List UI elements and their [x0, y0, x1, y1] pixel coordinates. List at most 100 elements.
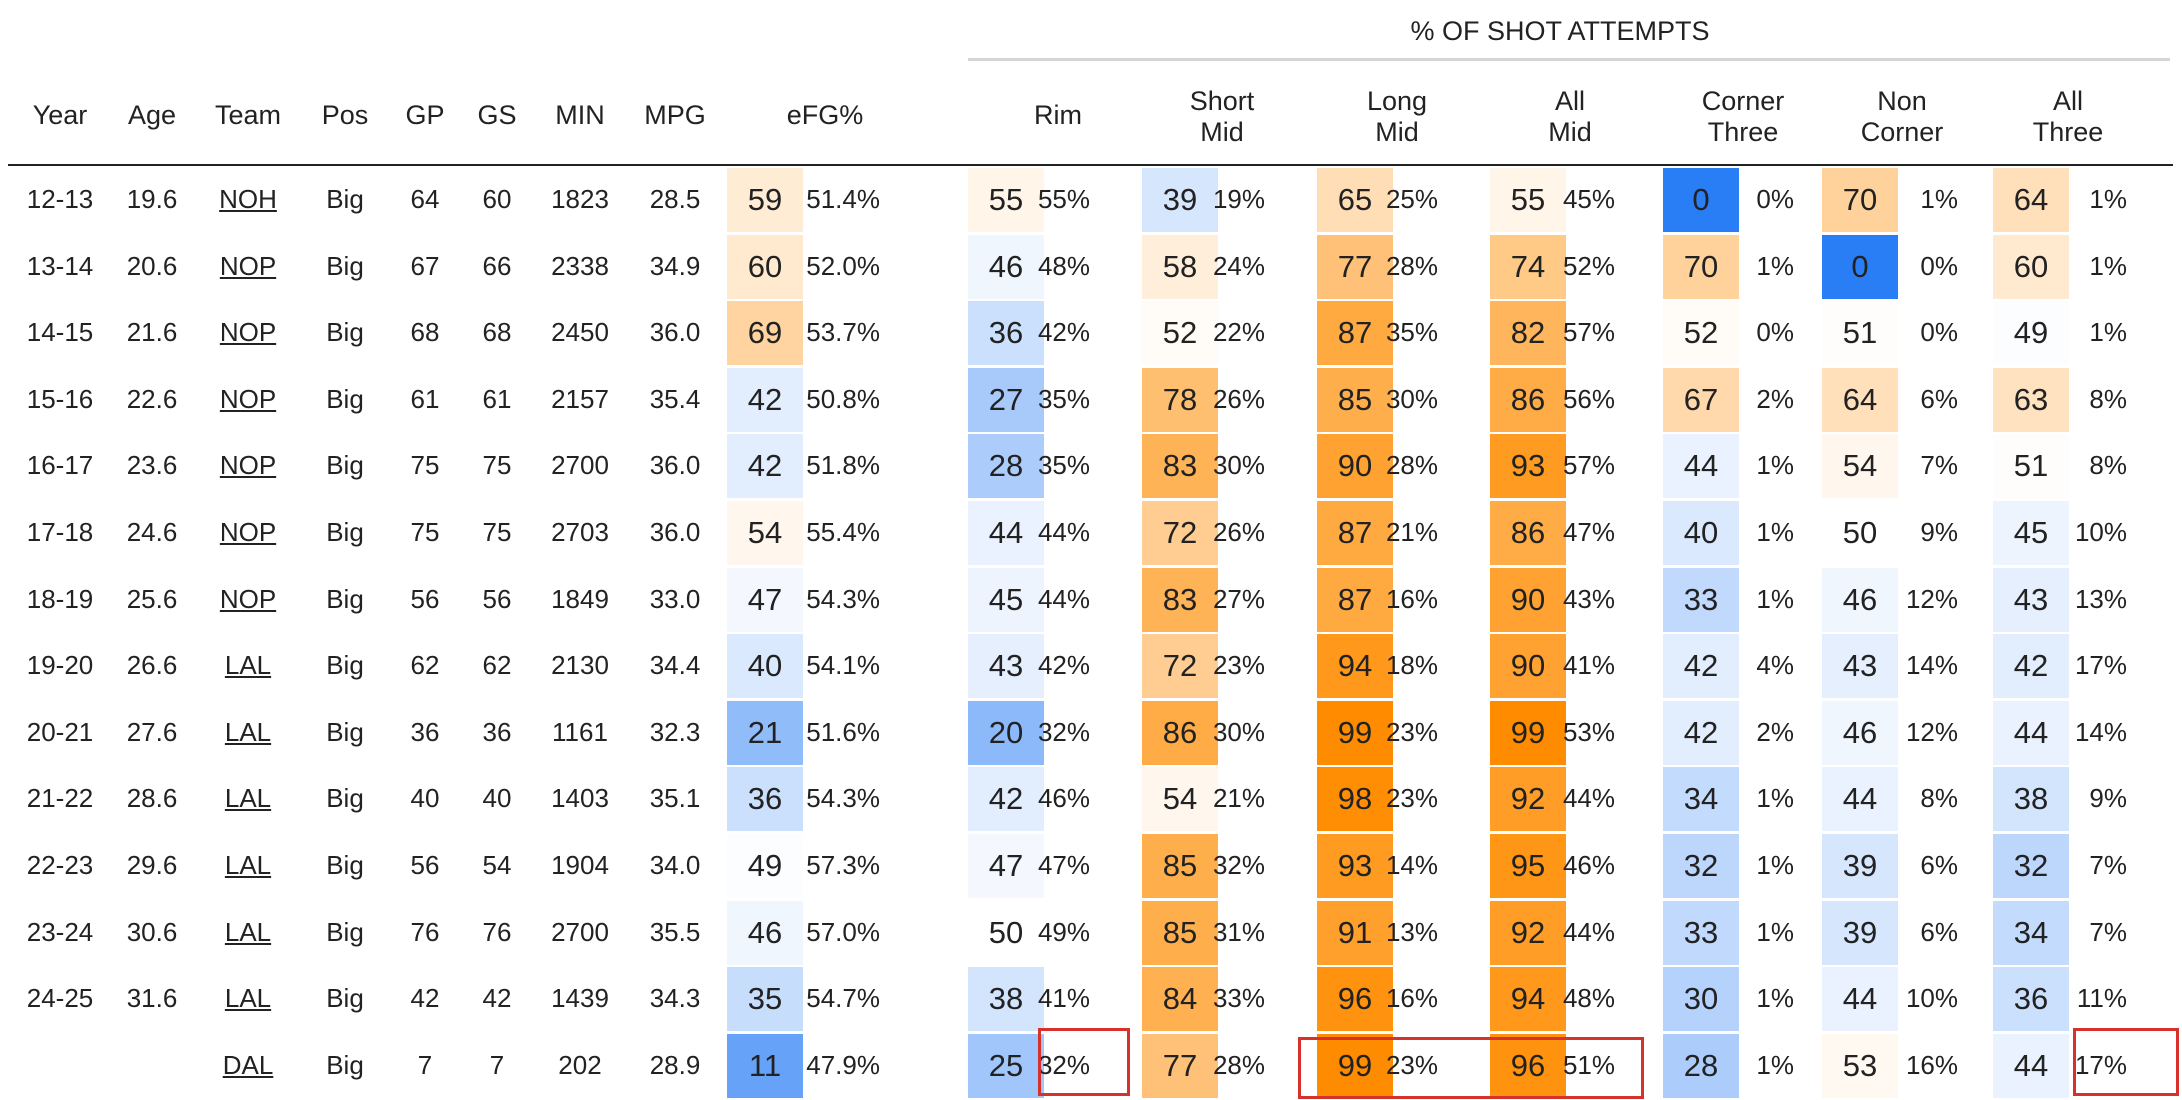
long-mid-pct-value: 18% [1385, 650, 1438, 681]
non-corner-pct-value: 6% [1920, 916, 1958, 947]
all-mid-pct-value: 41% [1562, 650, 1615, 681]
team-link[interactable]: LAL [224, 983, 272, 1014]
year-cell: 18-19 [26, 583, 94, 614]
team-link[interactable]: DAL [222, 1049, 274, 1080]
all-mid-pct-value: 47% [1562, 517, 1615, 547]
team-link[interactable]: LAL [224, 650, 272, 681]
short-mid-percentile-cell: 86 [1142, 700, 1218, 765]
all-three-percentile-cell: 60 [1993, 234, 2069, 299]
non-corner-percentile-cell: 46 [1822, 567, 1898, 632]
long-mid-percentile-cell: 90 [1317, 434, 1393, 499]
gs-cell: 40 [482, 783, 512, 814]
all-mid-percentile-cell: 93 [1490, 434, 1566, 499]
gp-cell: 61 [410, 383, 440, 414]
all-three-percentile-cell: 64 [1993, 168, 2069, 232]
non-corner-pct-value: 9% [1920, 517, 1958, 547]
age-cell: 31.6 [126, 983, 178, 1014]
short-mid-percentile-cell: 54 [1142, 767, 1218, 832]
gp-cell: 40 [410, 783, 440, 814]
all-three-percentile-cell: 49 [1993, 301, 2069, 366]
gs-cell: 56 [482, 583, 512, 614]
all-three-pct-value: 14% [2074, 716, 2127, 747]
non-corner-percentile-cell: 43 [1822, 634, 1898, 699]
age-cell: 26.6 [126, 650, 178, 681]
non-corner-percentile-cell: 39 [1822, 900, 1898, 965]
min-cell: 202 [558, 1049, 602, 1080]
team-link[interactable]: LAL [224, 850, 272, 880]
mpg-header: MPG [644, 100, 706, 130]
efg-pct-value: 51.4% [806, 184, 880, 214]
long-mid-pct-value: 14% [1385, 850, 1438, 880]
age-cell: 29.6 [126, 850, 178, 880]
all-three-pct-value: 8% [2089, 383, 2127, 414]
long-mid-pct-value: 16% [1385, 983, 1438, 1014]
gp-cell: 68 [410, 317, 440, 348]
gs-cell: 61 [482, 383, 512, 414]
gp-cell: 7 [417, 1049, 433, 1080]
year-cell: 13-14 [26, 250, 94, 281]
team-link[interactable]: NOP [219, 583, 277, 614]
short-mid-pct-value: 19% [1212, 184, 1265, 214]
efg-header: eFG% [786, 100, 864, 130]
long-mid-percentile-cell: 98 [1317, 767, 1393, 832]
team-link[interactable]: NOH [219, 184, 277, 214]
rim-pct-value: 55% [1037, 184, 1090, 214]
rim-percentile-cell: 20 [968, 700, 1044, 765]
corner-three-header-line1: Corner [1701, 86, 1785, 116]
rim-percentile-cell: 28 [968, 434, 1044, 499]
all-mid-pct-value: 57% [1562, 317, 1615, 348]
efg-pct-value: 52.0% [806, 250, 880, 281]
min-cell: 1823 [551, 184, 609, 214]
team-link[interactable]: LAL [224, 783, 272, 814]
year-cell: 16-17 [26, 450, 94, 481]
corner-three-percentile-cell: 40 [1663, 501, 1739, 565]
long-mid-percentile-cell: 87 [1317, 301, 1393, 366]
short-mid-percentile-cell: 85 [1142, 834, 1218, 898]
min-cell: 2338 [551, 250, 609, 281]
team-link[interactable]: LAL [224, 716, 272, 747]
all-three-percentile-cell: 44 [1993, 700, 2069, 765]
efg-percentile-cell: 59 [727, 168, 803, 232]
short-mid-pct-value: 23% [1212, 650, 1265, 681]
short-mid-percentile-cell: 72 [1142, 501, 1218, 565]
all-three-pct-value: 17% [2074, 650, 2127, 681]
min-cell: 1904 [551, 850, 609, 880]
long-mid-pct-value: 30% [1385, 383, 1438, 414]
team-link[interactable]: LAL [224, 916, 272, 947]
year-cell: 15-16 [26, 383, 94, 414]
year-cell: 12-13 [26, 184, 94, 214]
all-three-percentile-cell: 45 [1993, 501, 2069, 565]
short-mid-pct-value: 33% [1212, 983, 1265, 1014]
long-mid-header-line2: Mid [1375, 117, 1419, 147]
mpg-cell: 33.0 [649, 583, 701, 614]
efg-pct-value: 57.0% [806, 916, 880, 947]
all-three-percentile-cell: 51 [1993, 434, 2069, 499]
all-three-pct-value: 17% [2074, 1049, 2127, 1080]
team-link[interactable]: NOP [219, 250, 277, 281]
year-cell: 19-20 [26, 650, 94, 681]
all-three-header-line1: All [2052, 86, 2083, 116]
rim-pct-value: 32% [1037, 716, 1090, 747]
long-mid-header-line1: Long [1366, 86, 1428, 116]
short-mid-percentile-cell: 72 [1142, 634, 1218, 699]
corner-three-percentile-cell: 42 [1663, 634, 1739, 699]
team-link[interactable]: NOP [219, 450, 277, 481]
long-mid-pct-value: 23% [1385, 716, 1438, 747]
long-mid-pct-value: 23% [1385, 783, 1438, 814]
mpg-cell: 35.1 [649, 783, 701, 814]
efg-percentile-cell: 36 [727, 767, 803, 832]
gp-cell: 62 [410, 650, 440, 681]
team-link[interactable]: NOP [219, 317, 277, 348]
age-cell: 22.6 [126, 383, 178, 414]
team-link[interactable]: NOP [219, 383, 277, 414]
efg-pct-value: 54.3% [806, 783, 880, 814]
short-mid-pct-value: 30% [1212, 716, 1265, 747]
all-mid-pct-value: 53% [1562, 716, 1615, 747]
long-mid-percentile-cell: 96 [1317, 967, 1393, 1032]
min-cell: 1161 [552, 716, 608, 747]
all-three-pct-value: 1% [2089, 317, 2127, 348]
all-mid-pct-value: 48% [1562, 983, 1615, 1014]
team-link[interactable]: NOP [219, 517, 277, 547]
year-cell: 22-23 [26, 850, 94, 880]
